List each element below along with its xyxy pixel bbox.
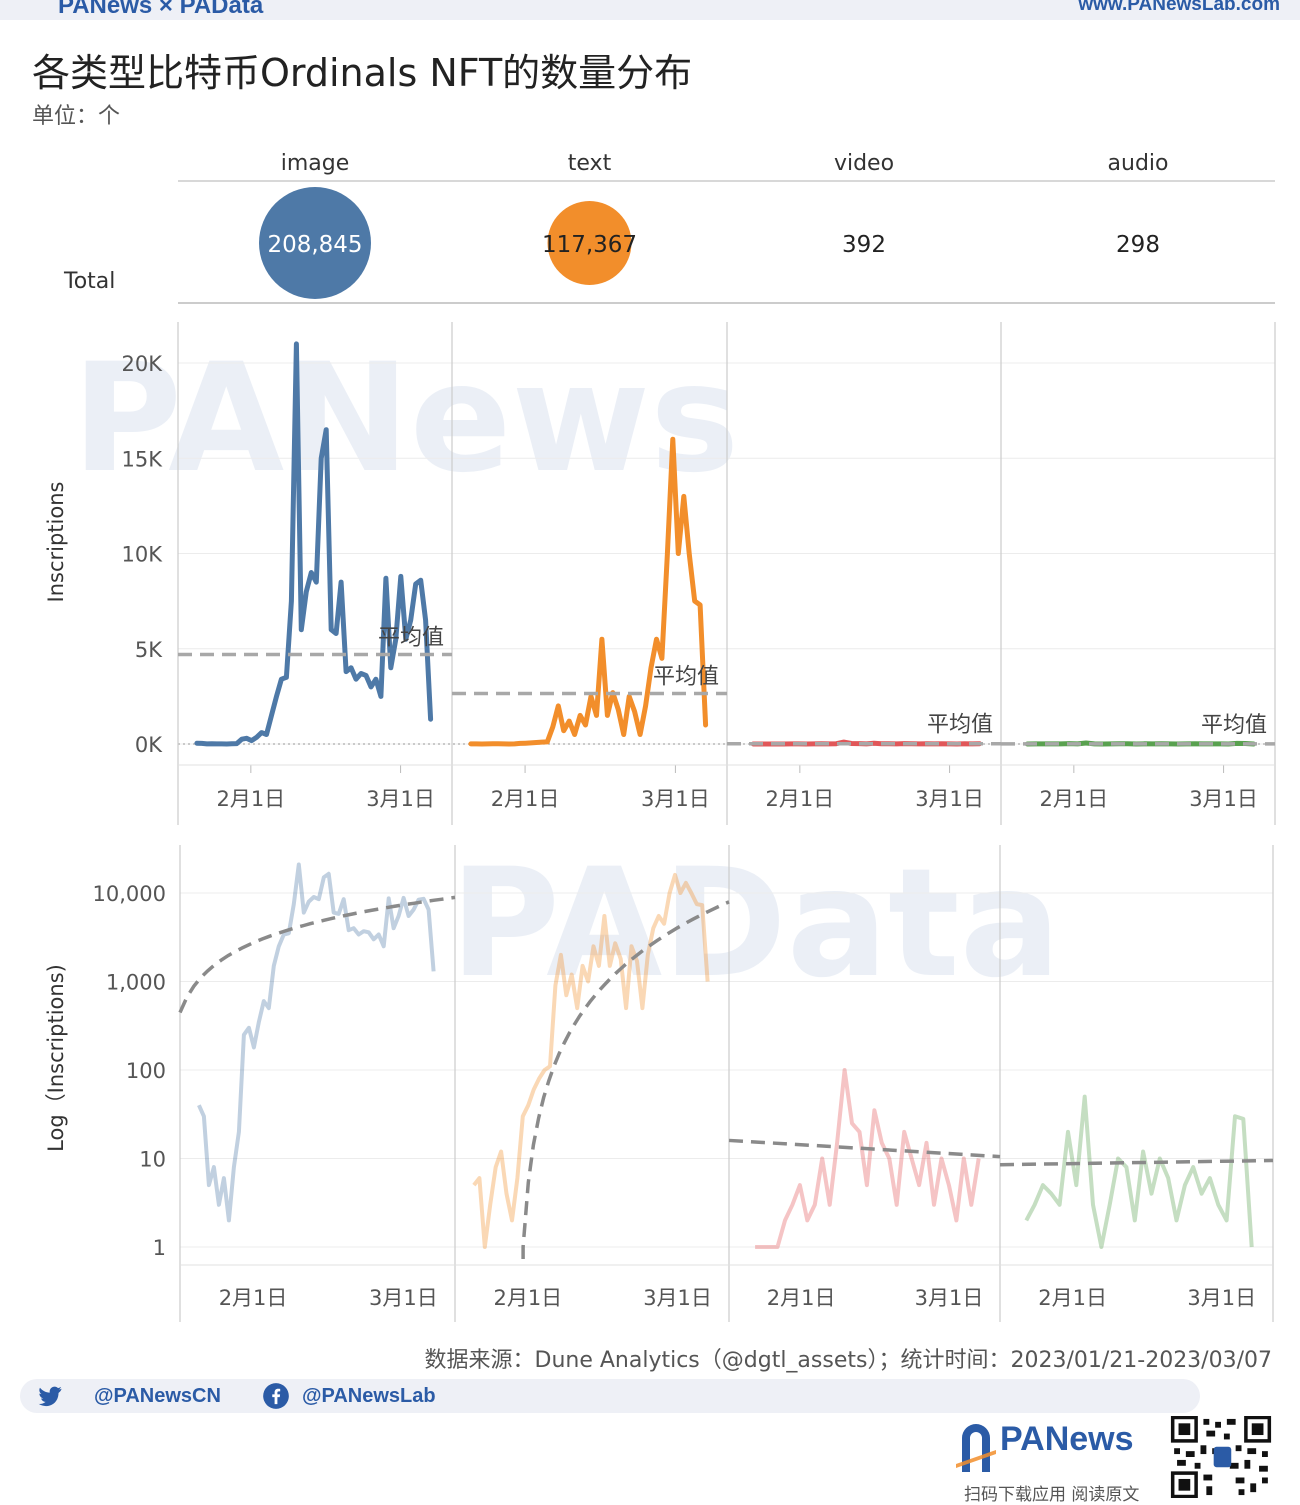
facebook-link[interactable]: @PANewsLab: [262, 1379, 436, 1413]
qr-code-icon[interactable]: [1170, 1416, 1272, 1498]
total-value-video: 392: [842, 232, 886, 258]
totals-row-label: Total: [63, 269, 115, 294]
y-tick-log: 1,000: [106, 971, 166, 995]
log-series-line-audio: [1024, 1094, 1254, 1249]
x-tick-linear: 3月1日: [915, 787, 984, 811]
watermark: PANews PAData: [72, 332, 1061, 1011]
x-tick-log: 2月1日: [493, 1286, 562, 1310]
x-tick-linear: 2月1日: [491, 787, 560, 811]
x-tick-linear: 2月1日: [216, 787, 285, 811]
svg-text:PAData: PAData: [450, 837, 1061, 1011]
total-bubble-text: [547, 201, 632, 285]
mean-label-video: 平均值: [927, 713, 993, 738]
x-tick-log: 3月1日: [915, 1286, 984, 1310]
y-axis-label-log: Log（Inscriptions): [44, 964, 68, 1152]
column-header-text: text: [568, 151, 612, 176]
twitter-icon: [38, 1386, 62, 1407]
header-site-link[interactable]: www.PANewsLab.com: [1078, 0, 1280, 15]
header-brand: PANews × PAData: [58, 0, 264, 19]
series-line-text: [468, 436, 709, 747]
x-tick-linear: 3月1日: [366, 787, 435, 811]
y-axis-label-linear: Inscriptions: [44, 482, 68, 603]
y-tick-log: 100: [126, 1059, 166, 1083]
series-line-image: [194, 341, 434, 747]
facebook-handle: @PANewsLab: [302, 1384, 436, 1407]
chart-title: 各类型比特币Ordinals NFT的数量分布: [32, 51, 693, 95]
mean-label-image: 平均值: [378, 625, 444, 650]
x-tick-linear: 3月1日: [641, 787, 710, 811]
x-tick-log: 2月1日: [1038, 1286, 1107, 1310]
mean-label-text: 平均值: [653, 665, 719, 690]
log-series-line-text: [472, 872, 710, 1249]
column-header-video: video: [834, 151, 894, 176]
x-tick-linear: 3月1日: [1189, 787, 1258, 811]
twitter-handle: @PANewsCN: [94, 1384, 221, 1407]
column-header-image: image: [281, 151, 350, 176]
logo-tagline: 扫码下载应用 阅读原文: [964, 1485, 1140, 1505]
total-value-audio: 298: [1116, 232, 1160, 258]
x-tick-linear: 2月1日: [765, 787, 834, 811]
y-tick-log: 10,000: [93, 882, 166, 906]
trend-line-video: [728, 1138, 1001, 1159]
trend-line-audio: [999, 1158, 1274, 1167]
x-tick-log: 3月1日: [1187, 1286, 1256, 1310]
chart-area: PANews PAData Total image 208,845 text 117,…: [44, 151, 1276, 1322]
y-tick-linear: 10K: [122, 543, 164, 567]
log-series-line-image: [197, 862, 436, 1223]
logo-mark-icon: [956, 1424, 996, 1472]
x-tick-log: 3月1日: [369, 1286, 438, 1310]
y-tick-log: 10: [139, 1148, 166, 1172]
top-bar: PANews × PAData www.PANewsLab.com: [0, 0, 1300, 20]
y-tick-linear: 15K: [122, 447, 164, 471]
x-tick-log: 2月1日: [767, 1286, 836, 1310]
y-tick-linear: 20K: [122, 352, 164, 376]
twitter-link[interactable]: @PANewsCN: [36, 1379, 221, 1413]
linear-panels: 0K 5K 10K 15K 20K 平均值 2月1日 3月1日 平均值 2月1日 3月1日 平均值 2月…: [122, 322, 1276, 825]
logo-name: PANews: [1000, 1420, 1134, 1458]
trend-line-image: [178, 895, 456, 1014]
total-value-image: 208,845: [267, 232, 362, 258]
panews-logo: PANews 扫码下载应用 阅读原文: [950, 1418, 1160, 1505]
svg-text:PANews: PANews: [72, 332, 739, 506]
y-tick-log: 1: [153, 1236, 166, 1260]
data-source: 数据来源：Dune Analytics（@dgtl_assets）；统计时间：2…: [424, 1348, 1273, 1373]
column-header-audio: audio: [1108, 151, 1169, 176]
x-tick-linear: 2月1日: [1039, 787, 1108, 811]
trend-line-text: [521, 900, 730, 1259]
x-tick-log: 3月1日: [643, 1286, 712, 1310]
social-bar: [20, 1379, 1200, 1413]
facebook-icon: [263, 1383, 289, 1409]
total-value-text: 117,367: [542, 232, 637, 258]
mean-label-audio: 平均值: [1201, 713, 1267, 738]
x-tick-log: 2月1日: [219, 1286, 288, 1310]
y-tick-linear: 5K: [135, 638, 163, 662]
y-tick-linear: 0K: [135, 733, 163, 757]
chart-subtitle: 单位：个: [32, 104, 121, 129]
totals-table: Total image 208,845 text 117,367 video 392 aud…: [63, 151, 1275, 304]
log-panels: 1 10 100 1,000 10,000 2月1日 3月1日 2月1日 3月1日 2月1日 3月1…: [93, 845, 1274, 1322]
log-series-line-video: [755, 1068, 981, 1249]
total-bubble-image: [259, 187, 371, 299]
